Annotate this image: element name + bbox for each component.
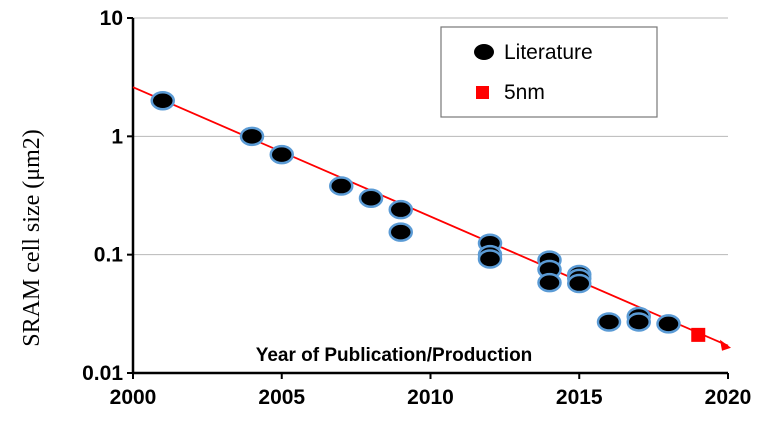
x-tick-label: 2015 [556,386,603,409]
literature-point [358,188,384,208]
literature-point [656,314,681,334]
literature-point [477,249,503,269]
literature-point [150,90,175,111]
y-tick-label: 1 [111,125,123,148]
x-tick-labels: 2000 2005 2010 2015 2020 [110,373,752,409]
literature-point [388,199,413,220]
x-tick-label: 2005 [258,386,305,409]
x-tick-label: 2000 [110,386,157,409]
legend: Literature 5nm [440,26,658,118]
literature-point [537,272,562,293]
grid-lines [133,17,728,256]
x-tick-label: 2020 [705,386,752,409]
y-tick-labels: 0.01 0.1 1 10 [82,7,133,385]
literature-point [596,312,622,332]
5nm-point [691,327,706,342]
trend-line-arrowhead [720,339,731,351]
data-points [150,90,706,342]
y-tick-label: 10 [100,7,123,30]
x-tick-label: 2010 [407,386,454,409]
legend-literature-marker [474,44,494,60]
legend-box [440,26,658,118]
y-axis-title: SRAM cell size (μm2) [19,129,45,347]
legend-5nm-label: 5nm [504,81,545,104]
y-tick-label: 0.01 [82,362,123,385]
trend-line-group [132,86,731,351]
y-tick-label: 0.1 [94,244,124,267]
literature-point [269,144,294,165]
legend-literature-label: Literature [504,41,593,64]
literature-point [239,126,265,147]
x-axis-title: Year of Publication/Production [256,345,533,366]
literature-point [567,273,592,294]
literature-point [626,312,651,332]
trend-line [132,86,729,347]
literature-point [329,176,354,196]
literature-point [388,222,413,242]
legend-5nm-marker [476,86,489,99]
